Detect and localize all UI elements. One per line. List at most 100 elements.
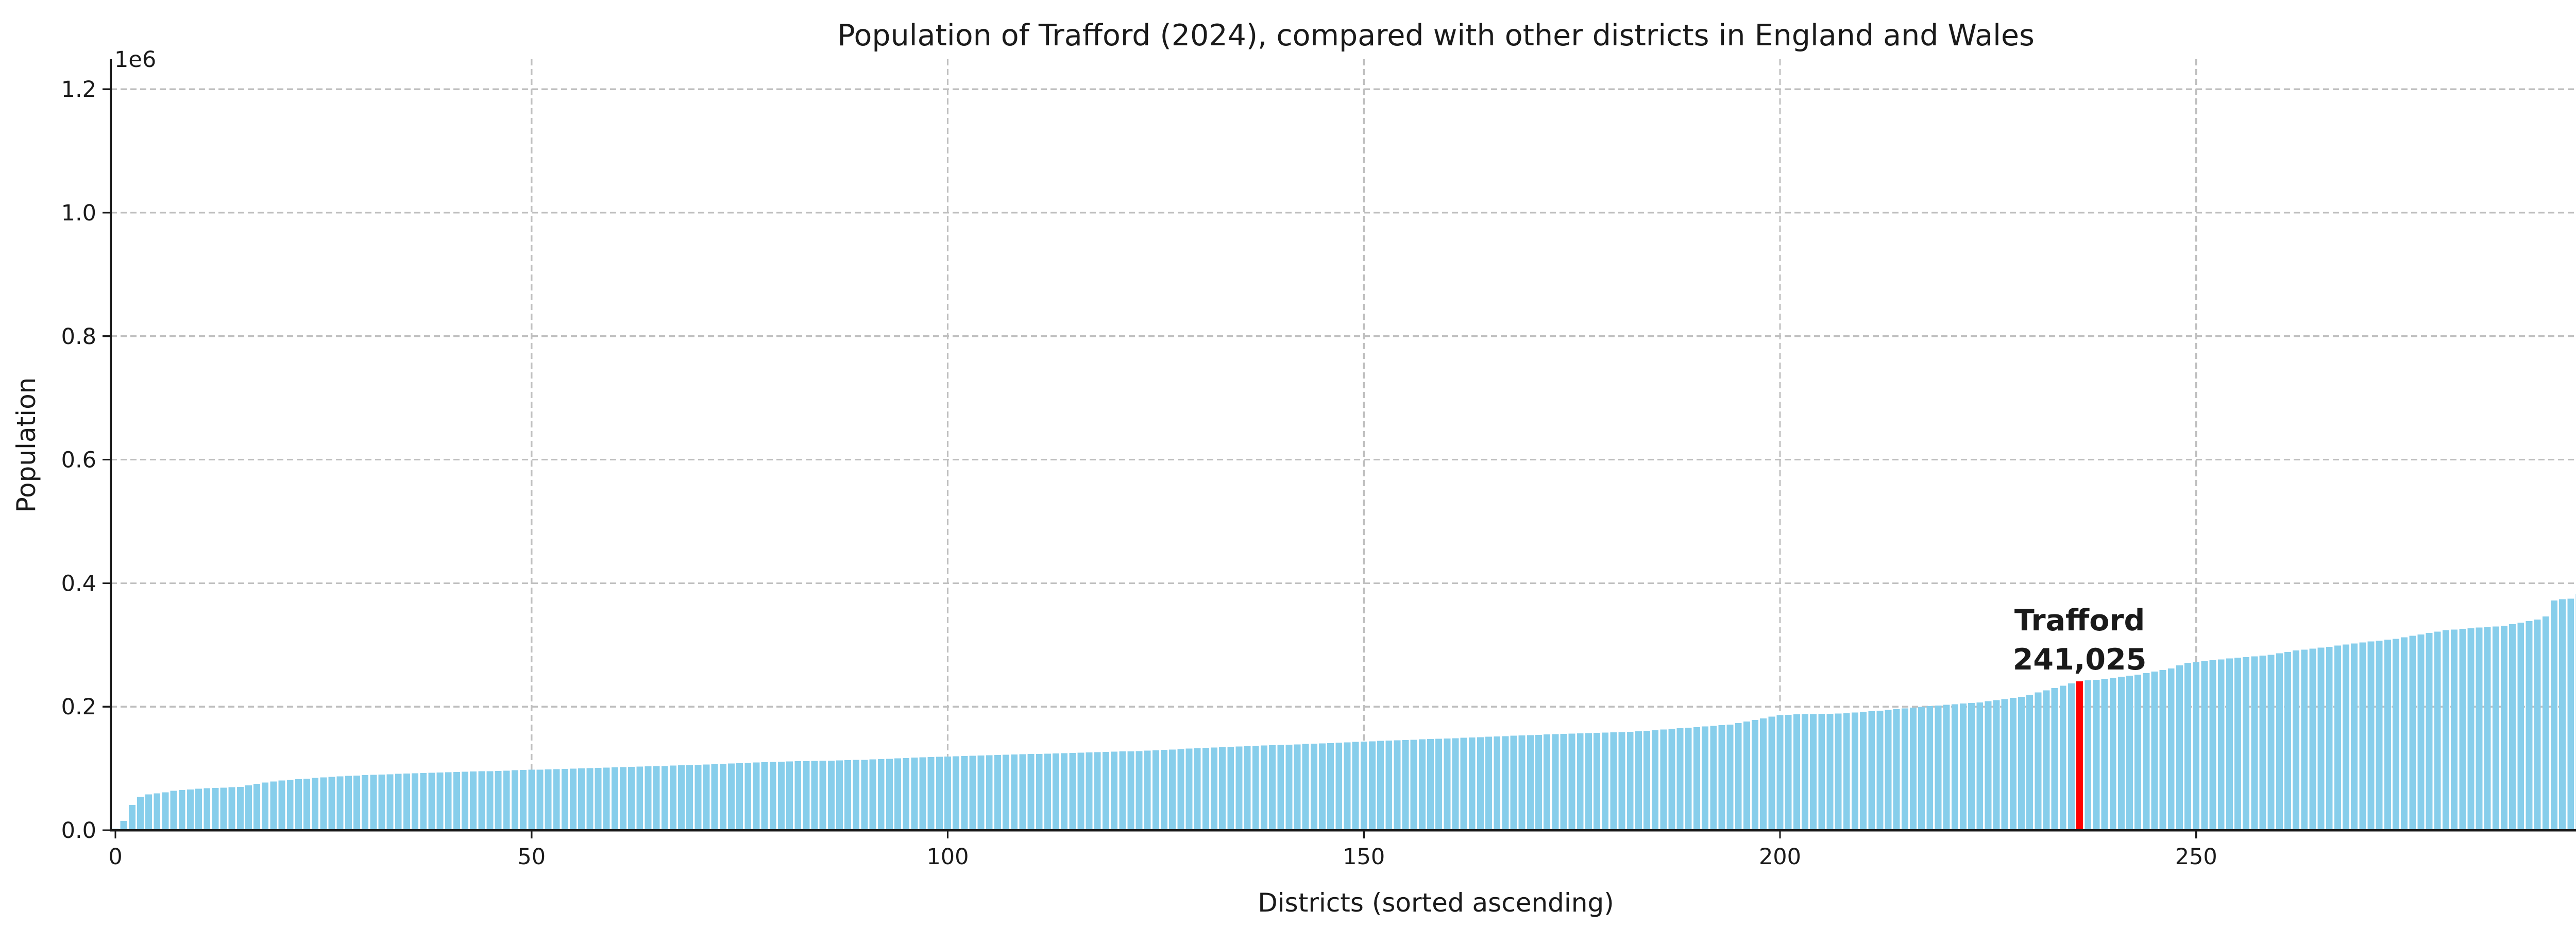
bar — [2442, 630, 2449, 831]
bar — [1269, 745, 1276, 831]
bar — [877, 759, 885, 831]
bar — [2559, 599, 2566, 831]
bar — [1435, 739, 1443, 831]
bar — [1843, 713, 1850, 831]
bar — [1227, 747, 1234, 831]
bar — [1427, 739, 1434, 831]
bar — [811, 761, 818, 831]
x-tick-label: 200 — [1759, 844, 1801, 870]
x-tick-label: 100 — [926, 844, 969, 870]
bar — [1077, 752, 1084, 831]
bar — [2134, 674, 2142, 831]
bar — [861, 760, 868, 831]
bar — [2534, 620, 2541, 831]
bar — [2009, 698, 2016, 831]
bar — [2093, 680, 2100, 831]
bar — [1053, 753, 1059, 831]
bar — [1835, 713, 1842, 831]
bar — [2159, 670, 2166, 831]
bar — [253, 784, 261, 831]
bar — [1202, 747, 1209, 831]
bar — [1352, 742, 1359, 831]
bar — [1119, 751, 1126, 831]
bar — [1568, 733, 1575, 831]
bar — [195, 788, 202, 831]
bar — [245, 785, 252, 831]
bar — [1718, 725, 1725, 831]
bar — [1302, 744, 1309, 831]
bar — [1394, 740, 1401, 831]
left-spine — [110, 59, 112, 831]
bar — [486, 771, 494, 831]
bar — [1860, 712, 1867, 831]
bar — [2109, 678, 2116, 831]
bar — [2243, 657, 2250, 831]
bar — [2209, 660, 2216, 831]
bar — [1044, 753, 1051, 831]
bar — [2101, 679, 2108, 831]
bar — [2317, 647, 2325, 831]
bar — [2492, 626, 2499, 831]
bar — [628, 766, 635, 831]
bar — [1335, 743, 1343, 831]
bar — [886, 759, 893, 831]
bar — [2476, 627, 2483, 831]
bar — [1552, 734, 1559, 831]
bar — [1410, 740, 1417, 831]
bar — [1868, 711, 1875, 831]
bar — [286, 780, 294, 831]
bar — [545, 769, 552, 831]
bar — [561, 768, 568, 831]
bar — [1776, 715, 1784, 831]
bar — [1161, 750, 1167, 831]
bar — [2051, 688, 2058, 831]
bar — [178, 790, 185, 831]
bar — [1019, 754, 1026, 831]
bar — [1527, 735, 1534, 831]
bar — [1061, 753, 1068, 831]
bar — [1793, 714, 1800, 831]
bar — [1901, 708, 1908, 831]
bar — [1943, 705, 1950, 831]
bar — [1177, 749, 1184, 831]
y-axis-offset-label: 1e6 — [114, 47, 156, 73]
bar — [1985, 701, 1992, 831]
bottom-spine — [110, 829, 2576, 832]
bar — [2217, 659, 2225, 831]
bar — [703, 764, 710, 831]
bar — [2501, 626, 2507, 831]
bar — [1277, 745, 1284, 831]
bar — [2376, 640, 2383, 831]
y-tick-label: 0.0 — [61, 818, 96, 844]
bar — [1643, 730, 1650, 831]
bar — [2193, 662, 2200, 831]
bar — [2484, 627, 2491, 831]
bar — [711, 764, 718, 831]
bar — [1951, 704, 1958, 831]
bar — [2384, 640, 2391, 831]
bar — [1244, 746, 1251, 831]
bar — [994, 754, 1001, 831]
bars — [112, 593, 2576, 831]
bar — [586, 768, 594, 831]
bar — [595, 767, 602, 831]
bar — [1752, 719, 1758, 831]
bar — [2301, 649, 2308, 831]
bar — [1194, 748, 1201, 831]
bar — [786, 761, 793, 831]
bar — [719, 764, 726, 831]
bar — [1468, 737, 1476, 831]
bar — [336, 776, 344, 831]
bar — [911, 758, 918, 831]
bar — [503, 770, 510, 831]
bar — [295, 779, 302, 831]
bar — [1327, 743, 1334, 831]
bar — [1069, 752, 1076, 831]
bar — [1260, 745, 1267, 831]
bar — [853, 760, 860, 831]
bar — [128, 804, 135, 831]
bar — [453, 772, 460, 831]
bar — [969, 756, 976, 831]
bar — [2526, 621, 2533, 831]
bar — [403, 774, 410, 831]
